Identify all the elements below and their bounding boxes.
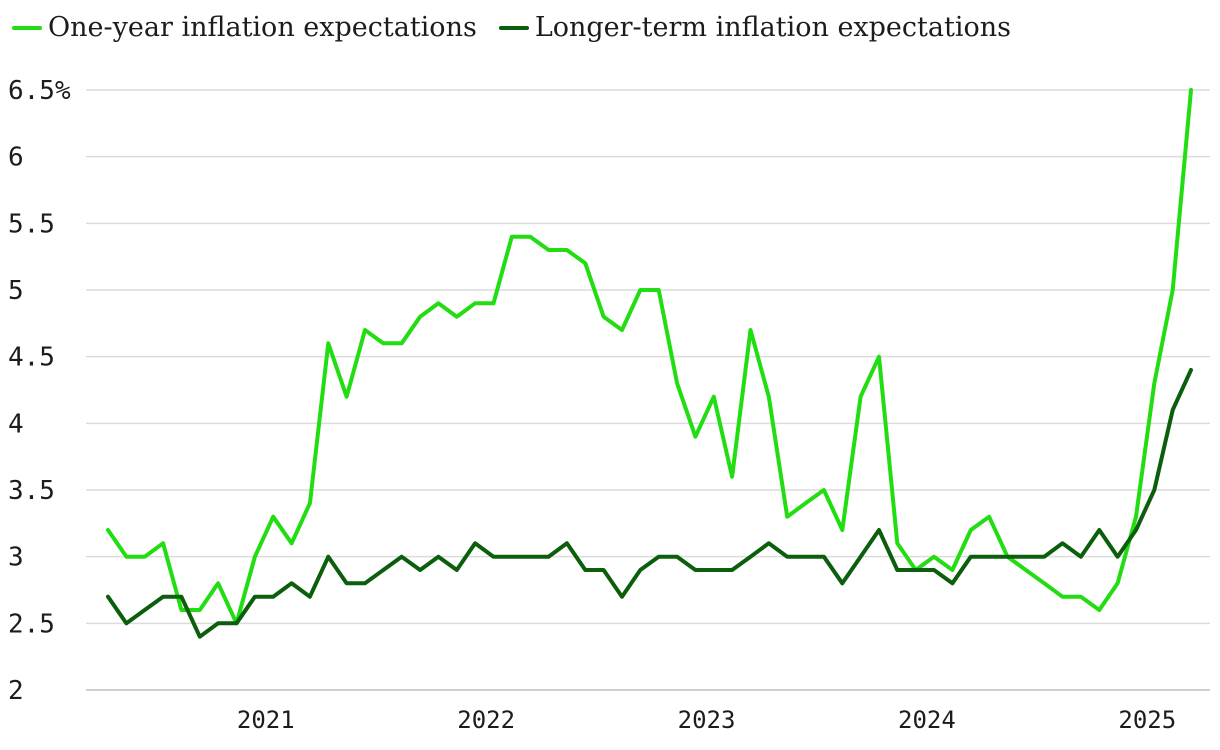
legend-swatch-longer-term xyxy=(498,25,529,30)
y-tick-label: 6.5% xyxy=(8,76,71,106)
x-tick-label: 2025 xyxy=(1118,706,1176,734)
y-tick-label: 4 xyxy=(8,409,24,439)
y-tick-label: 5.5 xyxy=(8,209,55,239)
legend-item-one-year: One-year inflation expectations xyxy=(12,12,477,43)
y-tick-label: 2 xyxy=(8,676,24,706)
x-tick-label: 2024 xyxy=(898,706,956,734)
legend-label-longer-term: Longer-term inflation expectations xyxy=(534,12,1011,43)
x-tick-label: 2022 xyxy=(457,706,515,734)
y-tick-label: 6 xyxy=(8,143,24,173)
series-line-one-year xyxy=(106,88,1193,626)
series-line-longer-term xyxy=(106,368,1193,639)
x-tick-label: 2023 xyxy=(678,706,736,734)
y-tick-label: 3 xyxy=(8,543,24,573)
legend-label-one-year: One-year inflation expectations xyxy=(48,12,477,43)
legend: One-year inflation expectations Longer-t… xyxy=(12,12,1033,43)
y-tick-label: 4.5 xyxy=(8,343,55,373)
y-tick-label: 3.5 xyxy=(8,476,55,506)
y-tick-label: 5 xyxy=(8,276,24,306)
legend-item-longer-term: Longer-term inflation expectations xyxy=(498,12,1011,43)
y-tick-label: 2.5 xyxy=(8,609,55,639)
x-tick-label: 2021 xyxy=(237,706,295,734)
legend-swatch-one-year xyxy=(12,25,42,30)
